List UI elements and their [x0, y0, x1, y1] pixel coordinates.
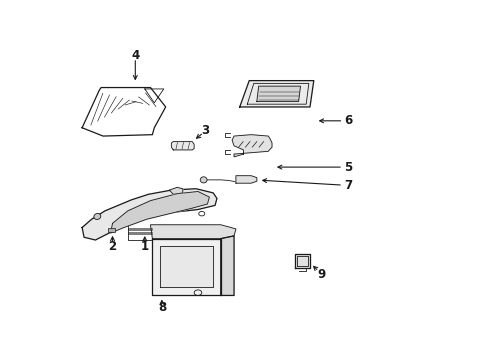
Text: 7: 7: [344, 179, 352, 192]
Text: 3: 3: [201, 124, 210, 137]
Polygon shape: [257, 86, 300, 102]
Text: 5: 5: [344, 161, 352, 174]
Polygon shape: [82, 189, 217, 240]
Text: 4: 4: [131, 49, 140, 62]
Polygon shape: [240, 81, 314, 107]
Text: 9: 9: [317, 268, 325, 281]
Polygon shape: [220, 236, 234, 296]
Polygon shape: [172, 141, 194, 150]
Text: 2: 2: [108, 240, 117, 253]
Polygon shape: [152, 239, 220, 296]
Polygon shape: [170, 187, 183, 194]
Polygon shape: [295, 254, 310, 268]
Text: 1: 1: [141, 240, 149, 253]
Bar: [108, 228, 115, 232]
Text: 8: 8: [158, 301, 166, 314]
Text: 6: 6: [344, 114, 352, 127]
Ellipse shape: [200, 177, 207, 183]
Polygon shape: [236, 176, 257, 183]
Polygon shape: [232, 135, 272, 157]
Polygon shape: [160, 246, 213, 287]
Polygon shape: [111, 192, 209, 233]
Polygon shape: [150, 225, 236, 239]
Ellipse shape: [94, 213, 101, 220]
